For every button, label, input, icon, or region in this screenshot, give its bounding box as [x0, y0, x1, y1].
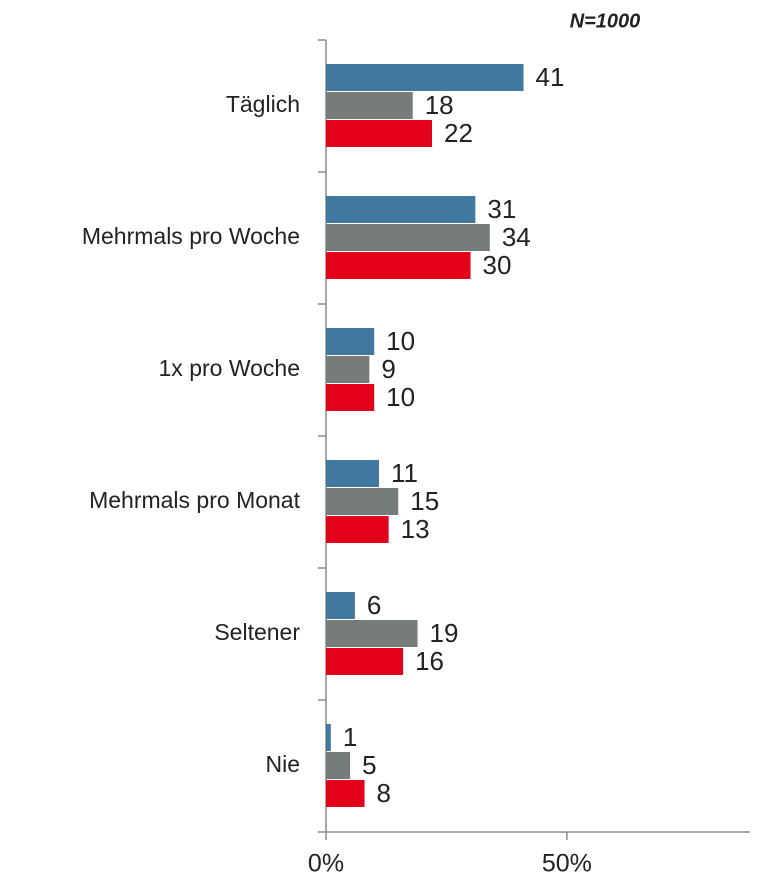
bar: [326, 648, 404, 675]
x-tick-label: 50%: [542, 850, 592, 878]
value-label: 18: [425, 90, 454, 120]
bar: [326, 488, 399, 515]
bar: [326, 64, 524, 91]
annotation: N=1000: [570, 10, 641, 32]
bar: [326, 620, 418, 647]
value-label: 11: [391, 458, 418, 488]
value-label: 1: [343, 722, 357, 752]
category-label: Mehrmals pro Monat: [89, 487, 301, 513]
bar: [326, 252, 471, 279]
value-label: 13: [401, 514, 430, 544]
value-label: 22: [444, 118, 473, 148]
x-tick-label: 0%: [308, 850, 344, 878]
bar: [326, 356, 370, 383]
value-label: 30: [483, 250, 512, 280]
value-label: 15: [410, 486, 439, 516]
bar: [326, 92, 413, 119]
value-label: 8: [377, 778, 391, 808]
value-label: 16: [415, 646, 444, 676]
category-label: Täglich: [226, 91, 300, 117]
value-label: 31: [487, 194, 516, 224]
value-label: 10: [386, 382, 415, 412]
bar: [326, 592, 355, 619]
value-label: 19: [430, 618, 459, 648]
category-label: Mehrmals pro Woche: [82, 223, 300, 249]
bar: [326, 752, 351, 779]
bar: [326, 780, 365, 807]
bar: [326, 724, 331, 751]
bar: [326, 328, 375, 355]
value-label: 41: [536, 62, 565, 92]
category-label: Seltener: [214, 619, 300, 645]
bar: [326, 120, 432, 147]
bar: [326, 196, 476, 223]
value-label: 34: [502, 222, 531, 252]
bar: [326, 224, 490, 251]
value-label: 9: [381, 354, 395, 384]
value-label: 10: [386, 326, 415, 356]
category-label: Nie: [265, 751, 300, 777]
bar: [326, 516, 389, 543]
value-label: 5: [362, 750, 376, 780]
bar: [326, 384, 375, 411]
bar: [326, 460, 379, 487]
value-label: 6: [367, 590, 381, 620]
category-label: 1x pro Woche: [159, 355, 300, 381]
